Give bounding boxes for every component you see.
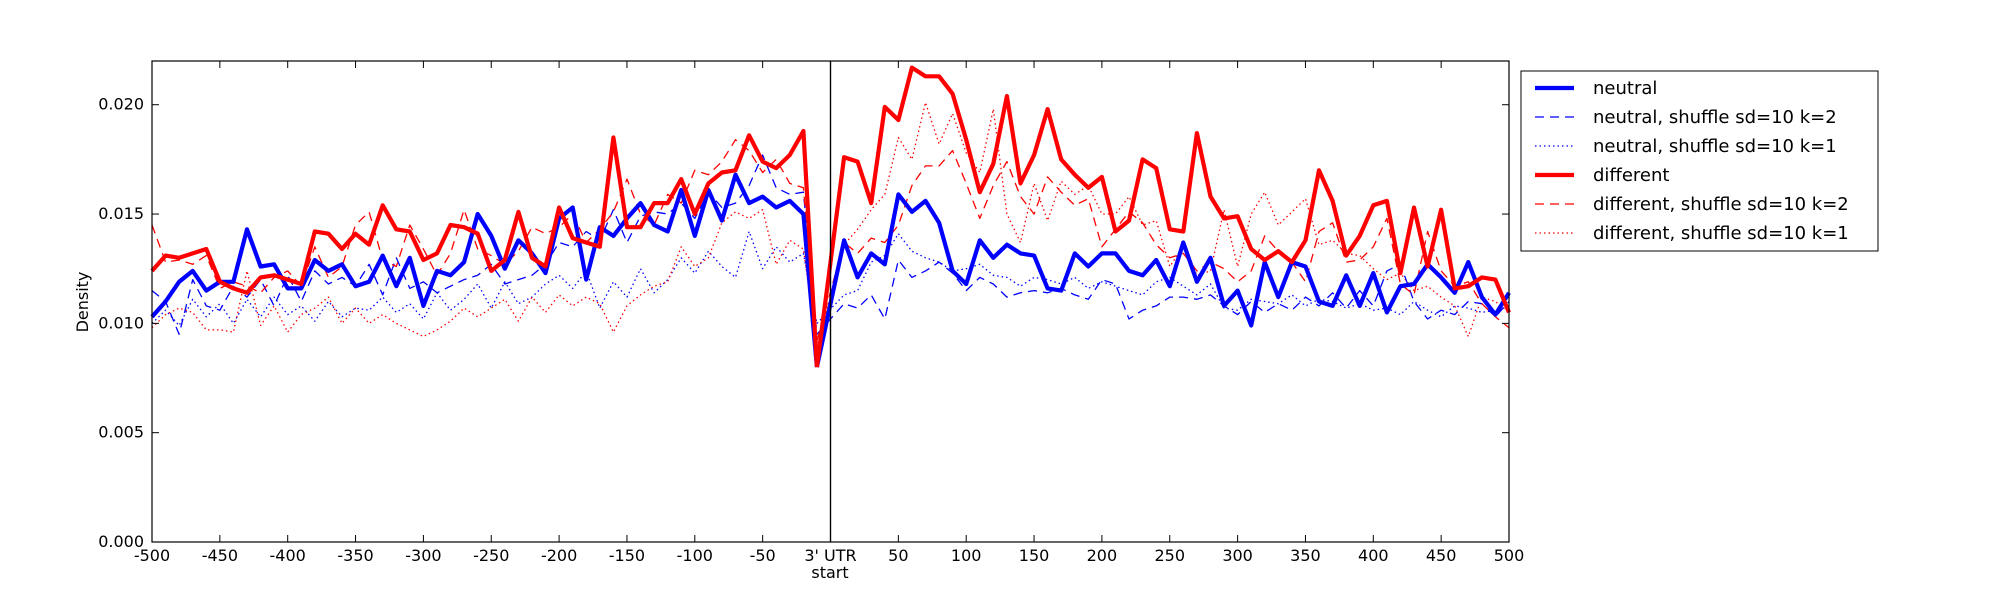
x-tick-label: 200 [1087, 546, 1118, 565]
legend-entry-label: neutral, shuffle sd=10 k=1 [1593, 136, 1837, 157]
x-tick-label: -250 [473, 546, 509, 565]
series-layer [150, 65, 1511, 368]
series-line-neutral-right [814, 192, 1511, 368]
series-line-neutral-left [150, 172, 819, 368]
axis-ticks: -500 -450 -400 -350 -300 -250 -200 -150 -100 -50 3… [98, 61, 1524, 565]
legend-entry-label: different [1593, 165, 1669, 186]
series-line-different-left [150, 128, 819, 368]
x-tick-label: 500 [1494, 546, 1525, 565]
x-tick-label: 400 [1358, 546, 1389, 565]
legend: neutral neutral, shuffle sd=10 k=2 neutral… [1520, 70, 1879, 252]
legend-entry-label: neutral [1593, 78, 1657, 99]
x-tick-label: 100 [951, 546, 982, 565]
x-tick-label: 450 [1426, 546, 1457, 565]
series-line-different-right [814, 65, 1511, 368]
x-axis-label: start [811, 563, 848, 582]
legend-box [1520, 70, 1879, 252]
y-axis-label: Density [73, 272, 92, 333]
x-tick-label: -350 [337, 546, 373, 565]
x-tick-label: 3' UTR [804, 546, 856, 565]
y-tick-label: 0.010 [98, 313, 144, 332]
x-tick-label: -150 [609, 546, 645, 565]
x-tick-label: -300 [405, 546, 441, 565]
x-tick-label: -450 [202, 546, 238, 565]
x-tick-label: -50 [750, 546, 776, 565]
legend-entry-label: neutral, shuffle sd=10 k=2 [1593, 107, 1837, 128]
x-tick-label: 150 [1019, 546, 1050, 565]
y-tick-label: 0.005 [98, 423, 144, 442]
legend-entry-label: different, shuffle sd=10 k=1 [1593, 223, 1849, 244]
x-tick-label: 300 [1222, 546, 1253, 565]
x-tick-label: -100 [677, 546, 713, 565]
series-line-different-shuffle-sd-10-k-1-right [816, 101, 1510, 348]
x-tick-label: 250 [1154, 546, 1185, 565]
legend-items: neutral neutral, shuffle sd=10 k=2 neutral… [1535, 78, 1849, 244]
y-tick-label: 0.015 [98, 204, 144, 223]
y-tick-label: 0.000 [98, 532, 144, 551]
series-line-neutral-shuffle-sd-10-k-1-right [816, 233, 1510, 324]
legend-entry-label: different, shuffle sd=10 k=2 [1593, 194, 1849, 215]
y-tick-label: 0.020 [98, 95, 144, 114]
series-line-different-shuffle-sd-10-k-1-left [151, 209, 818, 348]
series-line-different-shuffle-sd-10-k-2-right [816, 149, 1510, 342]
series-line-neutral-shuffle-sd-10-k-2-right [816, 259, 1510, 335]
series-line-neutral-shuffle-sd-10-k-2-left [151, 154, 818, 335]
x-tick-label: 50 [888, 546, 908, 565]
x-tick-label: 350 [1290, 546, 1321, 565]
x-tick-label: -500 [134, 546, 170, 565]
x-tick-label: -200 [541, 546, 577, 565]
x-tick-label: -400 [270, 546, 306, 565]
